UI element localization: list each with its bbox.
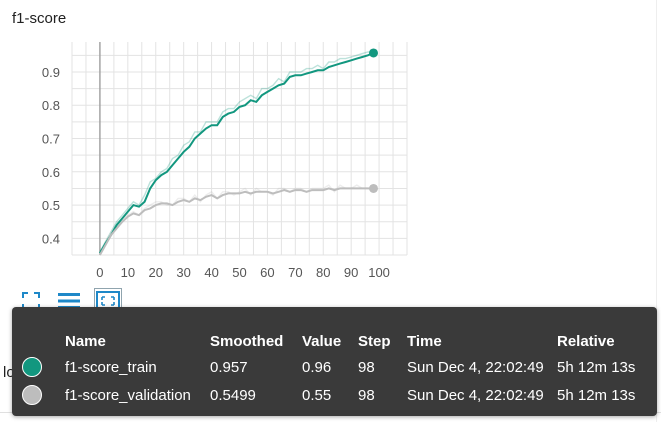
chart-tooltip: Name Smoothed Value Step Time Relative f… [12, 307, 657, 416]
smoothed-header: Smoothed [210, 332, 284, 350]
x-tick-label: 50 [232, 265, 246, 280]
series-name: f1-score_train [65, 358, 157, 376]
time-value: Sun Dec 4, 22:02:49 [407, 386, 544, 404]
x-tick-label: 40 [204, 265, 218, 280]
raw-value: 0.96 [302, 358, 332, 376]
value-header: Value [302, 332, 342, 350]
step-value: 98 [358, 358, 375, 376]
y-tick-label: 0.4 [42, 231, 60, 246]
y-tick-label: 0.6 [42, 165, 60, 180]
series-raw-line [99, 51, 374, 253]
tooltip-header-row: Name Smoothed Value Step Time Relative [22, 329, 643, 353]
y-tick-label: 0.9 [42, 65, 60, 80]
series-line [99, 187, 374, 256]
y-tick-label: 0.5 [42, 198, 60, 213]
x-tick-label: 60 [260, 265, 274, 280]
series-color-swatch [22, 385, 42, 405]
time-value: Sun Dec 4, 22:02:49 [407, 358, 544, 376]
grid [71, 42, 408, 256]
hover-point [369, 48, 378, 58]
divider [656, 0, 657, 422]
smoothed-value: 0.5499 [210, 386, 256, 404]
x-tick-label: 70 [288, 265, 302, 280]
chart-title: f1-score [12, 10, 67, 27]
name-header: Name [65, 332, 106, 350]
series-layer [99, 48, 378, 256]
series-swatch [22, 381, 65, 409]
series-color-swatch [22, 357, 42, 377]
x-tick-label: 100 [368, 265, 390, 280]
series-swatch [22, 353, 65, 381]
x-tick-label: 30 [176, 265, 190, 280]
tooltip-row: f1-score_train 0.957 0.96 98 Sun Dec 4, … [22, 353, 643, 381]
y-tick-label: 0.8 [42, 98, 60, 113]
tooltip-table: Name Smoothed Value Step Time Relative f… [22, 329, 643, 409]
time-header: Time [407, 332, 442, 350]
step-value: 98 [358, 386, 375, 404]
x-tick-label: 20 [149, 265, 163, 280]
raw-value: 0.55 [302, 386, 332, 404]
smoothed-value: 0.957 [210, 358, 248, 376]
series-line [99, 52, 374, 254]
relative-header: Relative [557, 332, 615, 350]
series-raw-line [99, 184, 374, 256]
x-tick-label: 10 [121, 265, 135, 280]
step-header: Step [358, 332, 391, 350]
y-tick-label: 0.7 [42, 132, 60, 147]
swatch-header [22, 329, 65, 353]
relative-value: 5h 12m 13s [557, 358, 636, 376]
fullscreen-button[interactable] [19, 289, 43, 313]
hover-point [369, 183, 378, 193]
line-chart[interactable]: 0 10 20 30 40 50 60 70 80 90 100 0.4 0.5 0.6 0.7 0.8 0.9 [0, 0, 661, 300]
fullscreen-icon [22, 292, 40, 310]
series-name: f1-score_validation [65, 386, 191, 404]
tooltip-row: f1-score_validation 0.5499 0.55 98 Sun D… [22, 381, 643, 409]
x-tick-label: 0 [96, 265, 103, 280]
x-tick-label: 80 [316, 265, 330, 280]
x-tick-label: 90 [344, 265, 358, 280]
relative-value: 5h 12m 13s [557, 386, 636, 404]
tick-labels: 0 10 20 30 40 50 60 70 80 90 100 0.4 0.5 0.6 0.7 0.8 0.9 [42, 65, 390, 280]
